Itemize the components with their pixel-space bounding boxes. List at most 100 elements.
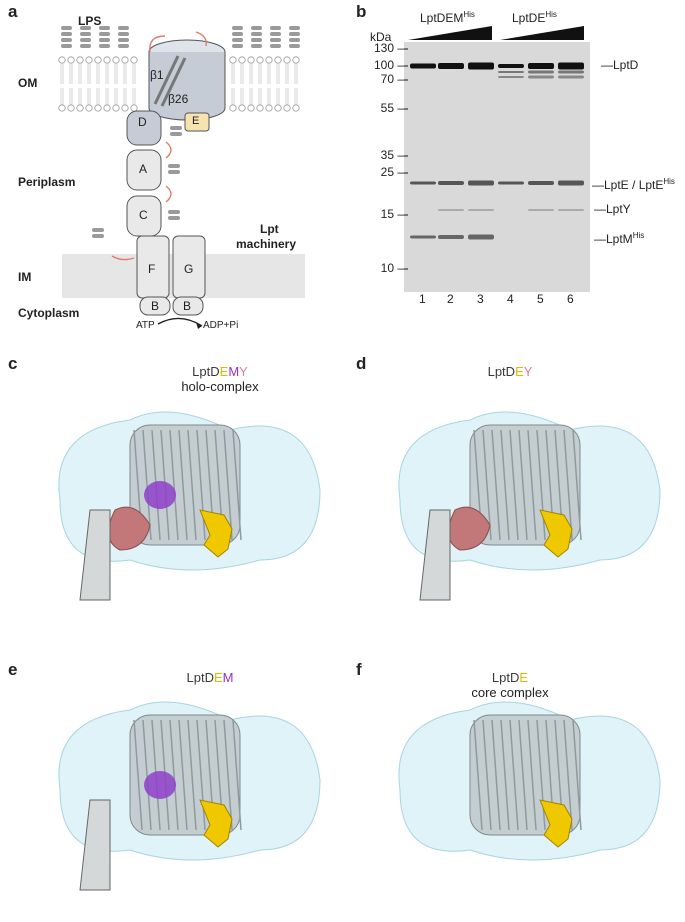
- gel-band: [558, 75, 584, 79]
- marker-35: 35 –: [380, 148, 404, 162]
- beta26-label: β26: [168, 92, 189, 106]
- gel-band: [558, 70, 584, 74]
- ladder-band: [404, 79, 408, 81]
- lptd-letter: D: [138, 115, 147, 129]
- lptb-box: [172, 296, 204, 316]
- beta-strand-model: [500, 429, 510, 541]
- gel-band: [558, 209, 584, 211]
- gel-background: [404, 42, 590, 292]
- transport-arrows: [111, 141, 172, 261]
- lptm-density: [144, 771, 176, 799]
- lptd-n-domain: [126, 110, 162, 146]
- gel-band: [528, 75, 554, 79]
- im-label: IM: [18, 270, 32, 284]
- gel-band: [498, 76, 524, 78]
- periplasm-label: Periplasm: [18, 175, 76, 189]
- lpta-letter: A: [139, 162, 148, 176]
- lptg-letter: G: [184, 262, 194, 276]
- panel-c-title: LptDEMY: [192, 364, 248, 379]
- lane-number: 1: [419, 292, 426, 306]
- atp-label: ATP: [136, 320, 155, 331]
- lpte-model: [199, 799, 233, 848]
- beta-strand-model: [196, 429, 206, 541]
- lps-molecules: [61, 26, 300, 48]
- group2-label: LptDEHis: [512, 10, 557, 25]
- lane-number: 6: [567, 292, 574, 306]
- gel-band: [438, 63, 464, 69]
- kda-label: kDa: [370, 30, 392, 44]
- lps-flow-arrow: [195, 31, 207, 47]
- ladder-band: [404, 214, 408, 216]
- beta-strand-model: [473, 719, 483, 831]
- ladder-band: [404, 48, 408, 50]
- lpt-label: Lpt: [260, 222, 279, 236]
- band-lpte: —LptE / LptEHis: [592, 177, 675, 192]
- beta-strand-model: [169, 429, 179, 541]
- panel-e-label: e: [8, 660, 18, 679]
- beta-strand-model: [572, 429, 582, 541]
- lpte-model: [539, 509, 573, 558]
- lptb-box: [139, 296, 171, 316]
- gel-band: [410, 235, 436, 239]
- marker-130: 130 –: [373, 41, 404, 55]
- lptm-density: [144, 481, 176, 509]
- cytoplasm-label: Cytoplasm: [18, 306, 80, 320]
- marker-70: 70 –: [380, 72, 404, 86]
- sds-page-gel: [404, 42, 590, 292]
- lps-flow-arrow: [149, 35, 166, 53]
- panel-f-subtitle: core complex: [471, 685, 549, 700]
- lptf-letter: F: [148, 262, 156, 276]
- beta-strand-model: [142, 429, 152, 541]
- beta-strand: [160, 57, 187, 107]
- structure-model: [398, 411, 661, 601]
- lptc-letter: C: [139, 208, 148, 222]
- ladder-band: [404, 172, 408, 174]
- lane-number: 5: [537, 292, 544, 306]
- beta-strand-model: [223, 719, 233, 831]
- gel-band: [528, 181, 554, 185]
- lptb-letter: B: [151, 299, 160, 313]
- band-lpty: —LptY: [594, 202, 631, 216]
- beta-strand-model: [536, 429, 546, 541]
- gel-band: [468, 62, 494, 70]
- lpta-box: [126, 149, 162, 191]
- beta-strand-model: [491, 719, 501, 831]
- adp-label: ADP+Pi: [203, 320, 239, 331]
- gel-band: [438, 209, 464, 211]
- lane-number: 4: [507, 292, 514, 306]
- beta-strand-model: [518, 719, 528, 831]
- beta-strand-model: [572, 719, 582, 831]
- beta-strand-model: [187, 719, 197, 831]
- gel-band: [468, 180, 494, 186]
- gel-band: [498, 181, 524, 185]
- beta-strand: [153, 55, 180, 105]
- beta-strand-model: [500, 719, 510, 831]
- gel-band: [410, 63, 436, 69]
- panel-a-label: a: [8, 2, 18, 21]
- ladder-band: [404, 268, 408, 270]
- lptd-n-terminal-jellyroll: [79, 799, 111, 891]
- concentration-wedges: [408, 26, 584, 40]
- panel-c-subtitle: holo-complex: [181, 379, 259, 394]
- gel-band: [558, 62, 584, 70]
- beta-strand-model: [187, 429, 197, 541]
- lptd-n-terminal-jellyroll: [79, 509, 111, 601]
- outer-membrane-lipids: [58, 56, 300, 112]
- beta-strand-model: [196, 719, 206, 831]
- beta-strand-model: [232, 429, 242, 541]
- om-label: OM: [18, 76, 38, 90]
- panel-b-label: b: [356, 2, 367, 21]
- lpte-box: [184, 112, 210, 132]
- beta-strand-model: [482, 429, 492, 541]
- gel-band: [468, 234, 494, 240]
- wedge-2: [500, 26, 584, 40]
- beta-strand-model: [527, 429, 537, 541]
- marker-55: 55 –: [380, 101, 404, 115]
- gel-band: [498, 71, 524, 73]
- beta-strand-model: [169, 719, 179, 831]
- structure-model: [58, 411, 321, 601]
- lps-label: LPS: [78, 14, 102, 28]
- panel-e-title: LptDEM: [186, 670, 234, 685]
- beta-strand-model: [518, 429, 528, 541]
